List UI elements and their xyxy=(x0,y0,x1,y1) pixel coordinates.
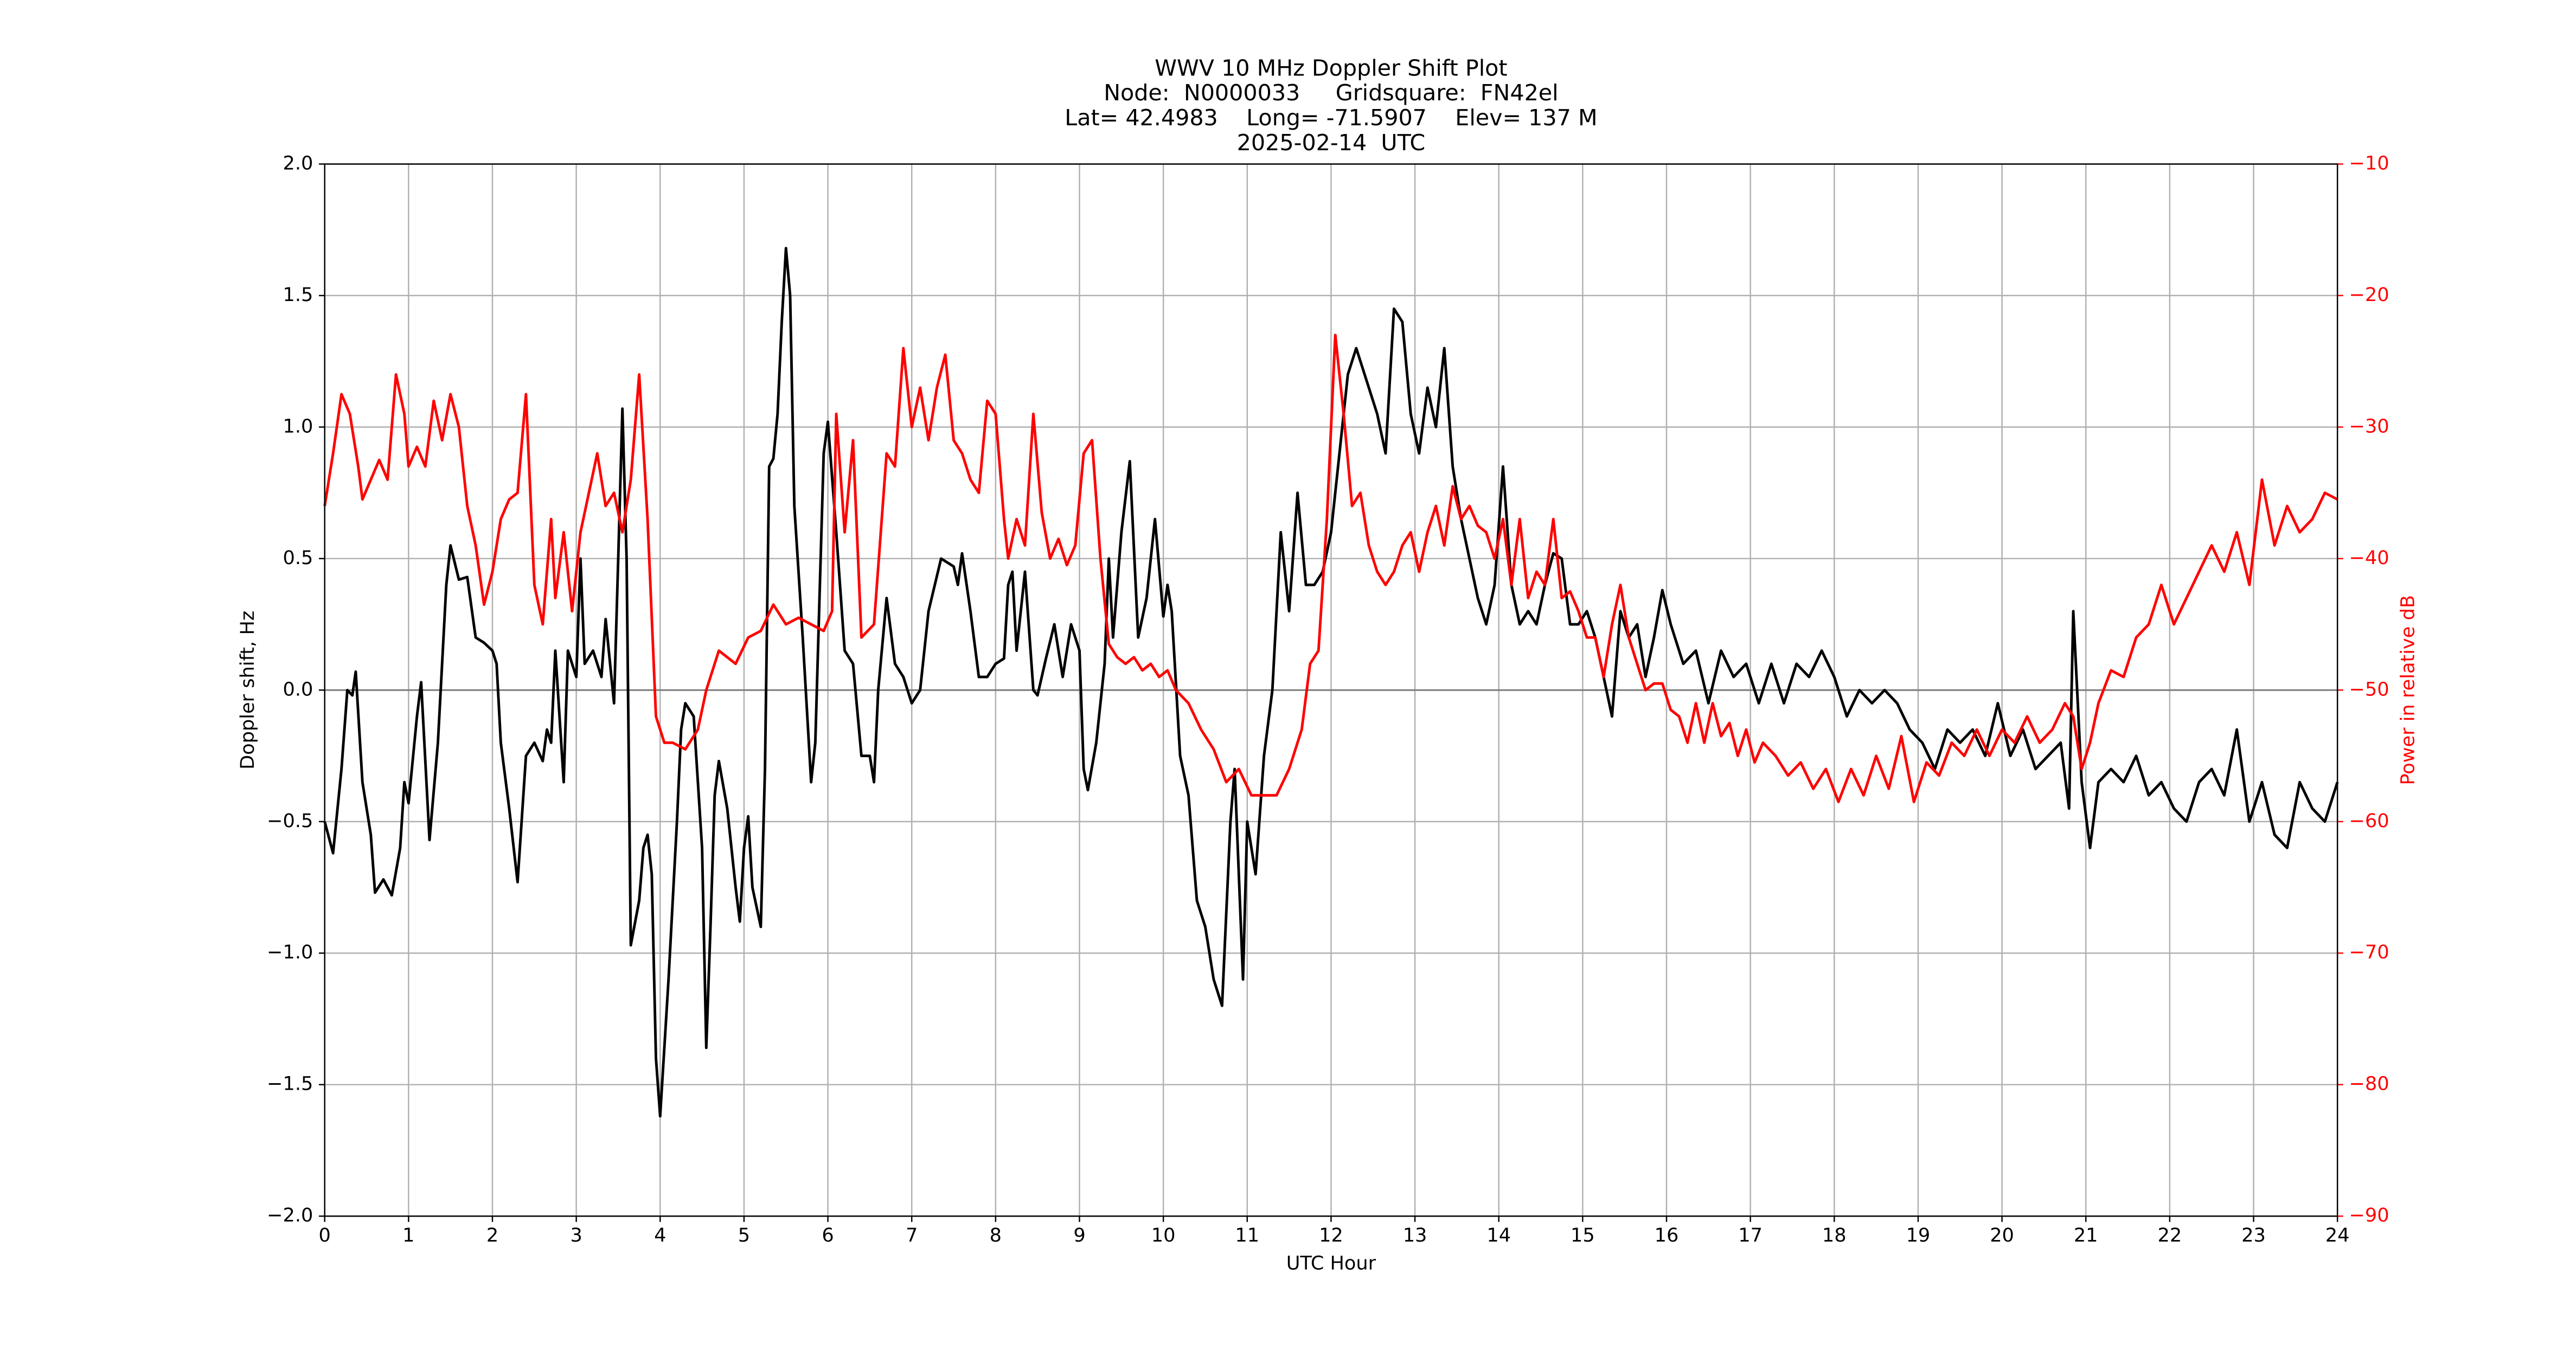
x-tick-label: 0 xyxy=(319,1224,331,1246)
x-tick-label: 15 xyxy=(1571,1224,1595,1246)
x-tick-label: 8 xyxy=(990,1224,1002,1246)
x-tick-label: 3 xyxy=(570,1224,582,1246)
x-tick-label: 20 xyxy=(1990,1224,2014,1246)
y-tick-label: −2.0 xyxy=(267,1204,313,1226)
x-tick-label: 6 xyxy=(822,1224,834,1246)
x-tick-label: 19 xyxy=(1906,1224,1931,1246)
y-tick-label: 0.5 xyxy=(283,547,313,569)
x-tick-label: 24 xyxy=(2325,1224,2350,1246)
x-tick-label: 17 xyxy=(1738,1224,1763,1246)
y-tick-label: 2.0 xyxy=(283,152,313,174)
y2-tick-label: −80 xyxy=(2349,1073,2389,1095)
x-tick-label: 10 xyxy=(1151,1224,1176,1246)
x-tick-label: 12 xyxy=(1319,1224,1343,1246)
chart-title: Lat= 42.4983 Long= -71.5907 Elev= 137 M xyxy=(1065,105,1597,131)
x-tick-label: 22 xyxy=(2158,1224,2182,1246)
x-tick-label: 13 xyxy=(1403,1224,1427,1246)
x-tick-label: 14 xyxy=(1486,1224,1511,1246)
y-tick-label: 1.5 xyxy=(283,284,313,306)
y-tick-label: 1.0 xyxy=(283,415,313,437)
y2-tick-label: −60 xyxy=(2349,810,2389,832)
x-tick-label: 21 xyxy=(2074,1224,2098,1246)
x-tick-label: 1 xyxy=(402,1224,414,1246)
x-tick-label: 2 xyxy=(486,1224,498,1246)
y2-tick-label: −30 xyxy=(2349,415,2389,437)
y-tick-label: −1.0 xyxy=(267,941,313,963)
y-tick-label: −0.5 xyxy=(267,810,313,832)
x-tick-label: 7 xyxy=(906,1224,918,1246)
y2-tick-label: −70 xyxy=(2349,941,2389,963)
y-axis-label: Doppler shift, Hz xyxy=(236,611,259,770)
y2-tick-label: −10 xyxy=(2349,152,2389,174)
chart-title: Node: N0000033 Gridsquare: FN42el xyxy=(1104,80,1558,106)
x-tick-label: 11 xyxy=(1235,1224,1259,1246)
y2-tick-label: −50 xyxy=(2349,678,2389,700)
y2-tick-label: −20 xyxy=(2349,284,2389,306)
x-tick-label: 5 xyxy=(738,1224,750,1246)
plot-frame xyxy=(324,163,2338,1217)
x-tick-label: 18 xyxy=(1822,1224,1847,1246)
y-tick-label: −1.5 xyxy=(267,1073,313,1095)
x-tick-label: 4 xyxy=(654,1224,666,1246)
x-axis-label: UTC Hour xyxy=(1286,1252,1376,1275)
x-tick-label: 16 xyxy=(1655,1224,1679,1246)
chart-title: WWV 10 MHz Doppler Shift Plot xyxy=(1155,55,1507,81)
series-line xyxy=(323,334,2338,803)
y2-tick-label: −40 xyxy=(2349,547,2389,569)
y2-tick-label: −90 xyxy=(2349,1204,2389,1226)
y2-axis-label: Power in relative dB xyxy=(2396,595,2419,785)
x-tick-label: 9 xyxy=(1073,1224,1085,1246)
series-line xyxy=(323,247,2339,1118)
x-tick-label: 23 xyxy=(2241,1224,2266,1246)
chart-title: 2025-02-14 UTC xyxy=(1237,130,1425,156)
y-tick-label: 0.0 xyxy=(283,678,313,700)
